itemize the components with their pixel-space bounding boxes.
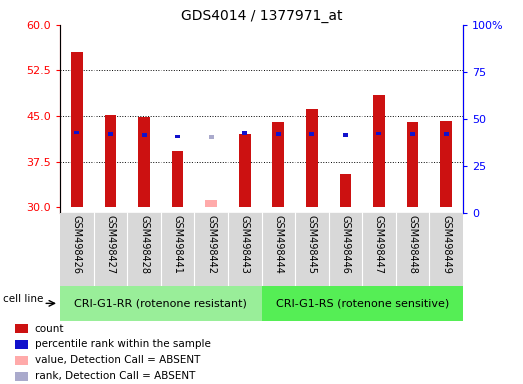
- Text: GSM498426: GSM498426: [72, 215, 82, 274]
- Bar: [339, 174, 351, 207]
- Bar: [108, 132, 113, 136]
- Bar: [175, 135, 180, 138]
- Text: GSM498427: GSM498427: [106, 215, 116, 275]
- Text: GSM498447: GSM498447: [374, 215, 384, 274]
- Bar: [377, 132, 381, 136]
- Bar: [142, 133, 146, 137]
- Bar: [309, 132, 314, 136]
- Text: GSM498448: GSM498448: [407, 215, 417, 274]
- Bar: [410, 132, 415, 136]
- Bar: [373, 95, 385, 207]
- Bar: [16, 340, 28, 349]
- Bar: [440, 121, 452, 207]
- Bar: [16, 324, 28, 333]
- Bar: [16, 372, 28, 381]
- Text: GSM498443: GSM498443: [240, 215, 249, 274]
- Bar: [306, 109, 317, 207]
- Title: GDS4014 / 1377971_at: GDS4014 / 1377971_at: [181, 8, 342, 23]
- Bar: [407, 122, 418, 207]
- Bar: [172, 151, 184, 207]
- Bar: [242, 131, 247, 135]
- Bar: [343, 133, 348, 137]
- Text: GSM498441: GSM498441: [173, 215, 183, 274]
- Text: GSM498442: GSM498442: [206, 215, 216, 274]
- Bar: [16, 356, 28, 365]
- Text: GSM498446: GSM498446: [340, 215, 350, 274]
- Text: rank, Detection Call = ABSENT: rank, Detection Call = ABSENT: [35, 371, 195, 381]
- Bar: [209, 135, 214, 139]
- Text: GSM498428: GSM498428: [139, 215, 149, 274]
- Bar: [74, 131, 79, 134]
- Bar: [239, 134, 251, 207]
- Text: count: count: [35, 324, 64, 334]
- Text: cell line: cell line: [3, 294, 43, 304]
- Text: GSM498449: GSM498449: [441, 215, 451, 274]
- Text: GSM498445: GSM498445: [307, 215, 317, 274]
- Bar: [276, 132, 281, 136]
- Bar: [71, 52, 83, 207]
- Bar: [60, 286, 262, 321]
- Text: CRI-G1-RS (rotenone sensitive): CRI-G1-RS (rotenone sensitive): [276, 298, 449, 308]
- Text: CRI-G1-RR (rotenone resistant): CRI-G1-RR (rotenone resistant): [74, 298, 247, 308]
- Bar: [138, 117, 150, 207]
- Bar: [444, 132, 449, 136]
- Bar: [262, 286, 463, 321]
- Bar: [105, 115, 116, 207]
- Text: GSM498444: GSM498444: [274, 215, 283, 274]
- Text: percentile rank within the sample: percentile rank within the sample: [35, 339, 210, 349]
- Bar: [206, 200, 217, 207]
- Text: value, Detection Call = ABSENT: value, Detection Call = ABSENT: [35, 355, 200, 365]
- Bar: [272, 122, 284, 207]
